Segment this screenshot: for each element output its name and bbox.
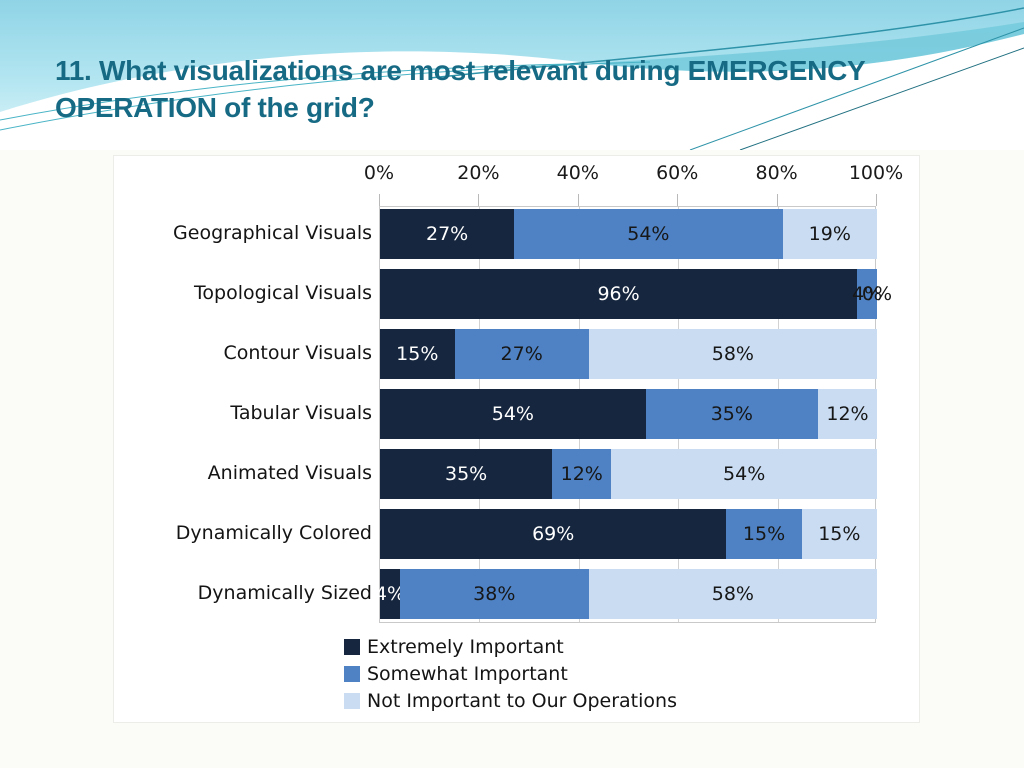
category-label: Dynamically Sized: [197, 582, 372, 604]
x-axis-tick-label: 80%: [755, 162, 798, 184]
bar-value-label: 15%: [396, 343, 439, 365]
x-axis-tick-mark: [876, 194, 877, 206]
bar-segment-somewhat-important: 54%: [514, 209, 783, 259]
bar-segment-not-important-to-our-operations: 12%: [817, 389, 877, 439]
bar-value-label: 12%: [826, 403, 869, 425]
page-title-line-1: 11. What visualizations are most relevan…: [55, 55, 866, 86]
bar-segment-not-important-to-our-operations: 19%: [782, 209, 877, 259]
bar-row: 96% 4% 0%: [380, 269, 892, 319]
bar-segment-somewhat-important: 15%: [726, 509, 802, 559]
category-label: Topological Visuals: [194, 282, 372, 304]
category-label: Contour Visuals: [223, 342, 372, 364]
bar-segment-extremely-important: 4%: [375, 569, 405, 619]
bar-value-label: 96%: [597, 283, 640, 305]
bar-segment-extremely-important: 96%: [380, 269, 858, 319]
wave-decoration: [0, 0, 1024, 150]
bar-value-label: 54%: [723, 463, 766, 485]
bar-value-label: 69%: [532, 523, 575, 545]
bar-value-label: 4%: [851, 283, 883, 305]
x-axis-tick-label: 0%: [363, 162, 395, 184]
legend-swatch-icon: [344, 692, 360, 709]
bar-value-label: 35%: [444, 463, 488, 485]
page-title-line-2: OPERATION of the grid?: [55, 92, 375, 123]
bar-row: 35% 12% 54%: [380, 449, 877, 499]
bar-value-label: 58%: [711, 583, 754, 605]
wave-line-icon: [429, 7, 1024, 79]
plot-area: 27% 54% 19% 96% 4% 0% 15% 27% 58% 54% 35% 12% 35% 12%…: [375, 206, 892, 623]
chart-panel: 0% 20% 40% 60% 80% 100% 27% 54% 19% 96% 4% 0% 15% 27…: [113, 155, 920, 723]
x-axis-tick-label: 60%: [656, 162, 699, 184]
bar-row: 69% 15% 15%: [380, 509, 877, 559]
x-axis-tick-mark: [776, 194, 778, 206]
bar-segment-somewhat-important: 35%: [645, 389, 818, 439]
page-title: 11. What visualizations are most relevan…: [55, 52, 965, 126]
legend: Extremely Important Somewhat Important Not…: [344, 633, 677, 714]
x-axis-tick-mark: [577, 194, 579, 206]
bar-segment-not-important-to-our-operations: 58%: [588, 569, 877, 619]
bar-value-label: 35%: [710, 403, 753, 425]
x-axis-tick-label: 40%: [556, 162, 599, 184]
diagonal-line-icon: [739, 47, 1024, 150]
x-axis-tick-mark: [379, 194, 380, 206]
bar-value-label: 12%: [560, 463, 603, 485]
category-label: Dynamically Colored: [175, 522, 372, 544]
bar-segment-somewhat-important: 27%: [454, 329, 589, 379]
legend-swatch-icon: [344, 638, 360, 655]
bar-value-label: 15%: [742, 523, 786, 545]
category-label: Geographical Visuals: [173, 222, 372, 244]
bar-value-label: 27%: [500, 343, 543, 365]
bar-row: 15% 27% 58%: [380, 329, 877, 379]
bar-segment-somewhat-important: 4%: [852, 269, 882, 319]
bar-segment-somewhat-important: 12%: [552, 449, 612, 499]
x-axis-tick-mark: [677, 194, 679, 206]
bar-value-label: 54%: [491, 403, 534, 425]
bar-segment-not-important-to-our-operations: 15%: [801, 509, 877, 559]
bar-segment-somewhat-important: 38%: [399, 569, 589, 619]
bar-segment-extremely-important: 35%: [380, 449, 553, 499]
bar-value-label: 54%: [627, 223, 670, 245]
legend-item: Somewhat Important: [344, 660, 677, 687]
diagonal-line-icon: [689, 27, 1024, 150]
wave-line-icon: [0, 61, 651, 131]
legend-item: Extremely Important: [344, 633, 677, 660]
bar-segment-extremely-important: 69%: [380, 509, 727, 559]
bar-value-label: 58%: [711, 343, 754, 365]
x-axis-tick-label: 100%: [848, 162, 904, 184]
bar-row: 54% 35% 12%: [380, 389, 877, 439]
category-label: Tabular Visuals: [230, 402, 372, 424]
bar-row: 27% 54% 19%: [380, 209, 877, 259]
bar-segment-extremely-important: 27%: [380, 209, 515, 259]
bar-segment-not-important-to-our-operations: 58%: [588, 329, 877, 379]
legend-item: Not Important to Our Operations: [344, 687, 677, 714]
bar-value-label: 38%: [473, 583, 516, 605]
bar-value-label: 19%: [808, 223, 851, 245]
legend-label: Extremely Important: [367, 635, 564, 658]
bar-value-label: 15%: [818, 523, 861, 545]
x-axis-tick-label: 20%: [457, 162, 500, 184]
legend-label: Somewhat Important: [367, 662, 568, 685]
bar-row: 4% 38% 58%: [375, 569, 877, 619]
bar-segment-extremely-important: 54%: [380, 389, 646, 439]
legend-swatch-icon: [344, 665, 360, 682]
legend-label: Not Important to Our Operations: [367, 689, 677, 712]
category-label: Animated Visuals: [207, 462, 372, 484]
bar-value-label: 27%: [425, 223, 469, 245]
bar-segment-not-important-to-our-operations: 54%: [611, 449, 877, 499]
bar-segment-extremely-important: 15%: [380, 329, 455, 379]
wave-line-icon: [0, 63, 571, 121]
x-axis-tick-mark: [478, 194, 480, 206]
